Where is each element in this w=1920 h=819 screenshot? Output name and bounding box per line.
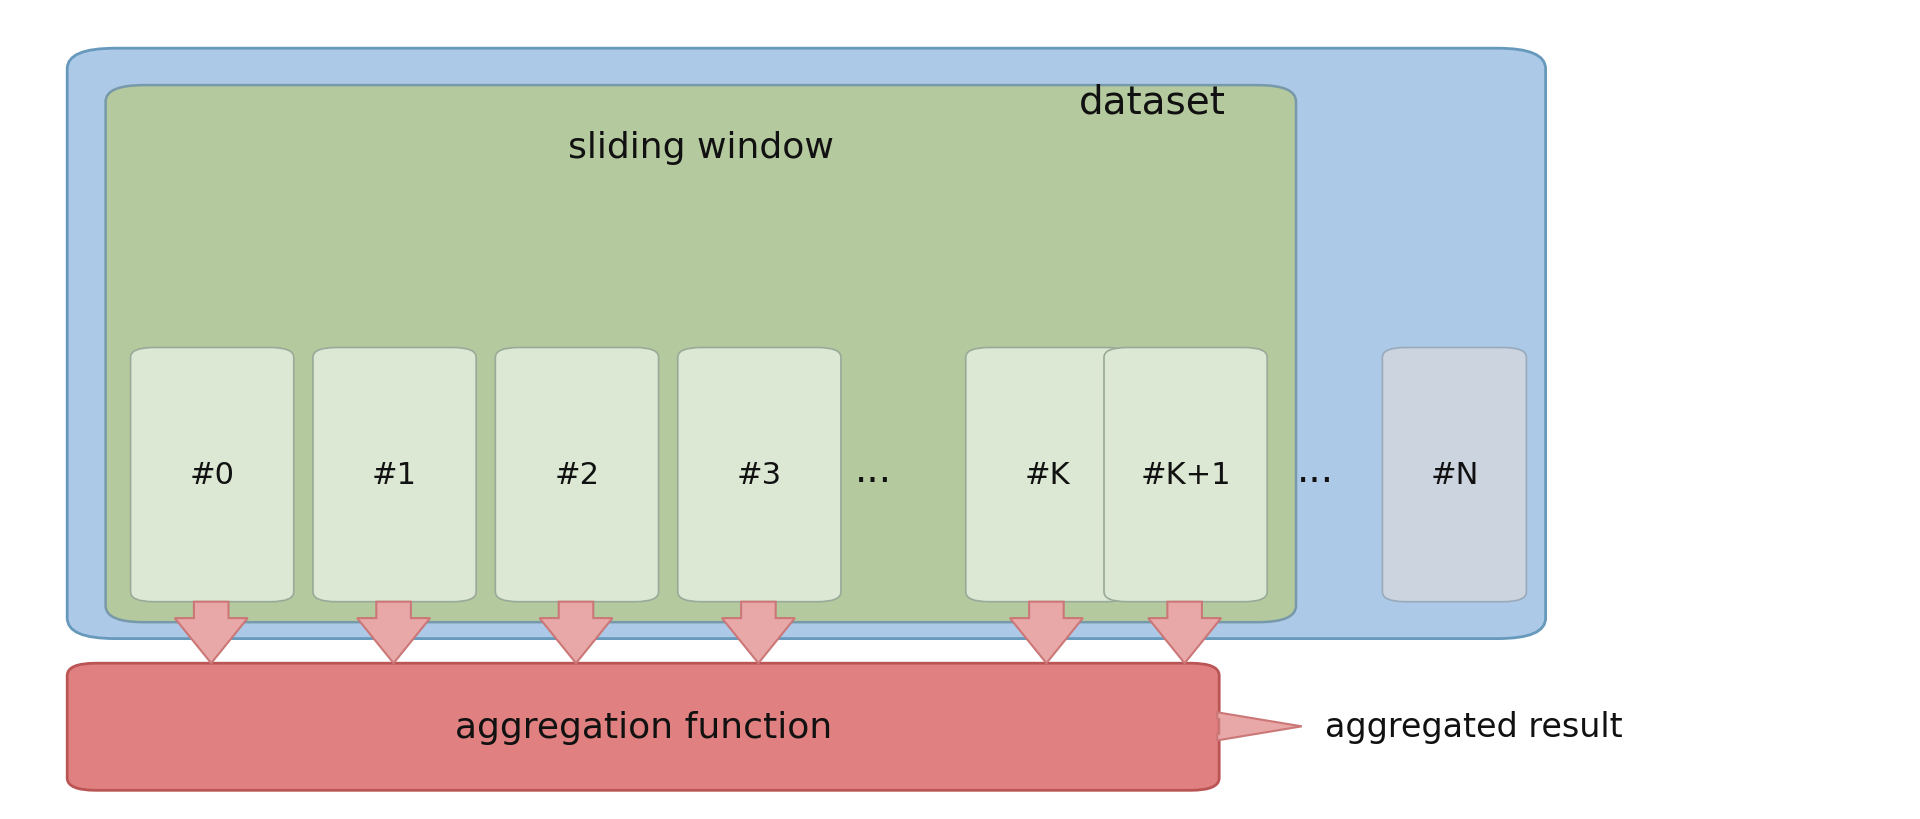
FancyBboxPatch shape: [1382, 348, 1526, 602]
FancyBboxPatch shape: [131, 348, 294, 602]
Text: dataset: dataset: [1079, 84, 1225, 121]
Polygon shape: [722, 602, 795, 663]
Text: #2: #2: [555, 460, 599, 490]
Text: sliding window: sliding window: [568, 130, 833, 165]
Text: #3: #3: [737, 460, 781, 490]
Polygon shape: [540, 602, 612, 663]
Polygon shape: [1148, 602, 1221, 663]
Text: #K: #K: [1025, 460, 1069, 490]
Polygon shape: [175, 602, 248, 663]
FancyBboxPatch shape: [1104, 348, 1267, 602]
FancyBboxPatch shape: [678, 348, 841, 602]
Polygon shape: [1217, 713, 1302, 740]
Text: #0: #0: [190, 460, 234, 490]
FancyBboxPatch shape: [67, 663, 1219, 790]
Text: aggregated result: aggregated result: [1325, 710, 1622, 743]
Polygon shape: [1010, 602, 1083, 663]
FancyBboxPatch shape: [966, 348, 1129, 602]
Text: #1: #1: [372, 460, 417, 490]
FancyBboxPatch shape: [313, 348, 476, 602]
FancyBboxPatch shape: [106, 86, 1296, 622]
Text: ...: ...: [1296, 452, 1334, 490]
Text: #N: #N: [1430, 460, 1478, 490]
FancyBboxPatch shape: [67, 49, 1546, 639]
Text: ...: ...: [854, 452, 893, 490]
Text: #K+1: #K+1: [1140, 460, 1231, 490]
Polygon shape: [357, 602, 430, 663]
FancyBboxPatch shape: [495, 348, 659, 602]
Text: aggregation function: aggregation function: [455, 710, 831, 744]
